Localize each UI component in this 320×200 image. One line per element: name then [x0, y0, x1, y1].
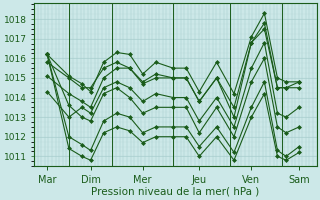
X-axis label: Pression niveau de la mer( hPa ): Pression niveau de la mer( hPa ): [91, 187, 260, 197]
